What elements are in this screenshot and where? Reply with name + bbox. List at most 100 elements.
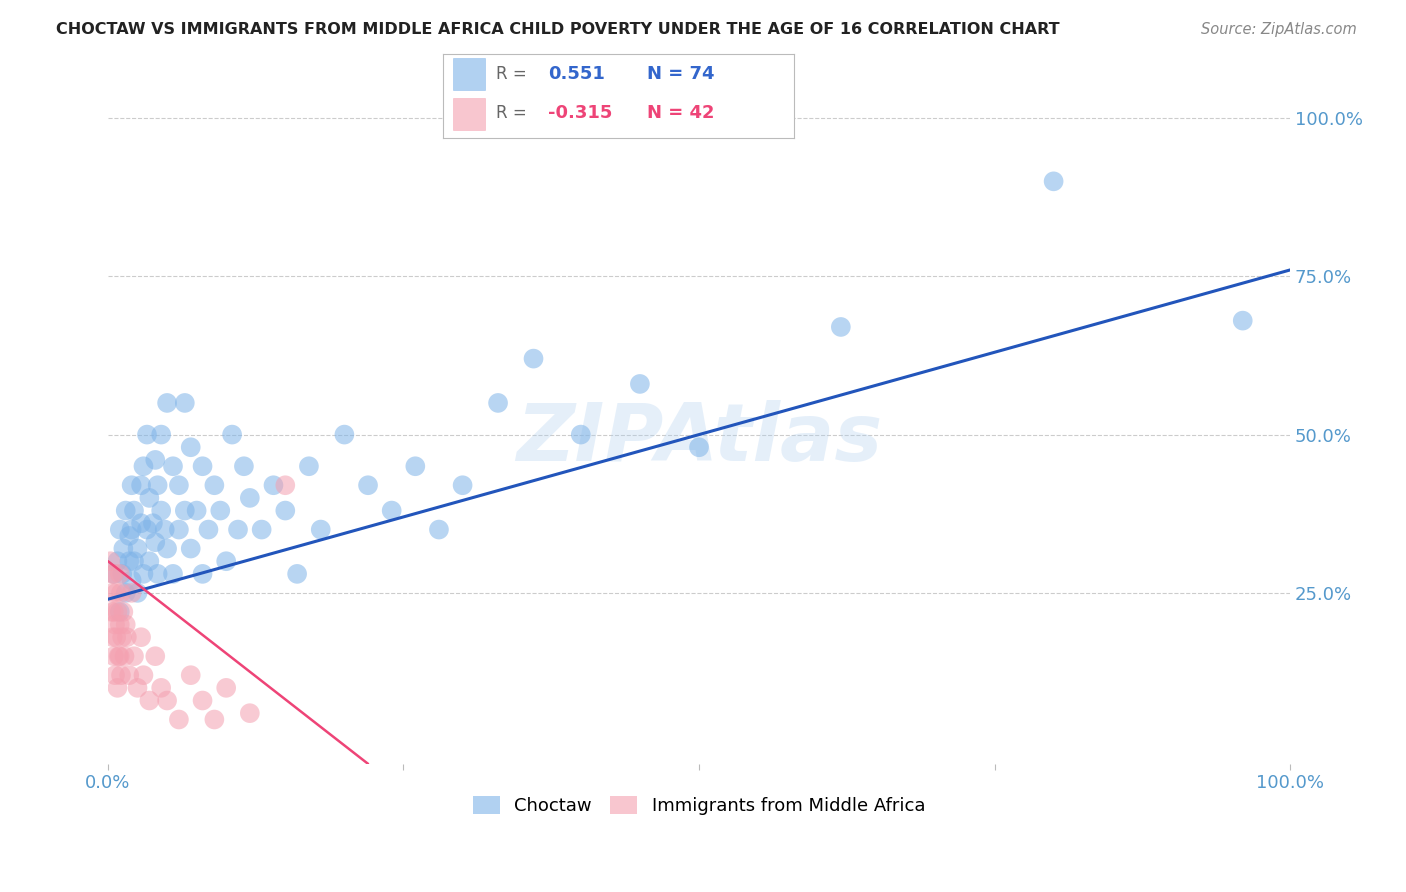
Point	[114, 586, 136, 600]
Point	[226, 523, 249, 537]
Point	[173, 396, 195, 410]
Point	[146, 566, 169, 581]
Point	[150, 681, 173, 695]
Point	[121, 523, 143, 537]
Point	[202, 713, 225, 727]
Point	[129, 516, 152, 531]
Point	[357, 478, 380, 492]
Point	[101, 586, 124, 600]
Point	[221, 427, 243, 442]
Point	[108, 566, 131, 581]
Point	[215, 681, 238, 695]
Point	[522, 351, 544, 366]
Point	[122, 649, 145, 664]
Point	[250, 523, 273, 537]
Point	[274, 503, 297, 517]
Point	[215, 554, 238, 568]
Point	[101, 630, 124, 644]
Point	[108, 523, 131, 537]
Point	[142, 516, 165, 531]
Point	[150, 427, 173, 442]
Point	[298, 459, 321, 474]
Point	[451, 478, 474, 492]
Point	[138, 491, 160, 505]
Point	[100, 605, 122, 619]
Point	[121, 586, 143, 600]
Point	[104, 617, 127, 632]
Point	[127, 681, 149, 695]
Point	[274, 478, 297, 492]
Point	[285, 566, 308, 581]
Point	[110, 586, 132, 600]
Point	[115, 630, 138, 644]
Point	[239, 706, 262, 721]
Point	[129, 478, 152, 492]
Point	[122, 554, 145, 568]
Point	[156, 541, 179, 556]
Bar	[453, 58, 485, 90]
Point	[108, 649, 131, 664]
Point	[103, 605, 125, 619]
Point	[138, 554, 160, 568]
Point	[209, 503, 232, 517]
Point	[143, 535, 166, 549]
Point	[427, 523, 450, 537]
Point	[1042, 174, 1064, 188]
Text: R =: R =	[495, 103, 531, 122]
Point	[162, 459, 184, 474]
Text: 0.551: 0.551	[548, 65, 605, 83]
Point	[180, 668, 202, 682]
Point	[191, 566, 214, 581]
Point	[108, 617, 131, 632]
Point	[138, 693, 160, 707]
Point	[103, 566, 125, 581]
Point	[263, 478, 285, 492]
Point	[107, 554, 129, 568]
Point	[191, 693, 214, 707]
Point	[98, 554, 121, 568]
Point	[118, 668, 141, 682]
Point	[114, 503, 136, 517]
Point	[121, 573, 143, 587]
Point	[112, 605, 135, 619]
Point	[100, 566, 122, 581]
Bar	[453, 97, 485, 130]
Point	[628, 376, 651, 391]
Point	[156, 693, 179, 707]
Point	[146, 478, 169, 492]
Point	[1232, 313, 1254, 327]
Point	[239, 491, 262, 505]
Point	[143, 453, 166, 467]
Text: R =: R =	[495, 65, 531, 83]
Point	[153, 523, 176, 537]
Point	[114, 617, 136, 632]
Point	[104, 668, 127, 682]
Point	[122, 503, 145, 517]
Point	[105, 630, 128, 644]
Point	[167, 713, 190, 727]
Point	[114, 649, 136, 664]
Point	[121, 478, 143, 492]
Point	[309, 523, 332, 537]
Point	[132, 668, 155, 682]
Point	[180, 440, 202, 454]
Point	[404, 459, 426, 474]
Point	[156, 396, 179, 410]
Text: N = 74: N = 74	[647, 65, 714, 83]
Point	[569, 427, 592, 442]
Point	[111, 630, 134, 644]
Point	[107, 681, 129, 695]
Point	[186, 503, 208, 517]
Point	[486, 396, 509, 410]
Point	[688, 440, 710, 454]
Point	[173, 503, 195, 517]
Point	[111, 566, 134, 581]
Point	[132, 459, 155, 474]
Point	[132, 566, 155, 581]
Point	[167, 478, 190, 492]
Point	[197, 523, 219, 537]
Point	[118, 554, 141, 568]
Point	[381, 503, 404, 517]
Point	[830, 320, 852, 334]
Text: N = 42: N = 42	[647, 103, 714, 122]
